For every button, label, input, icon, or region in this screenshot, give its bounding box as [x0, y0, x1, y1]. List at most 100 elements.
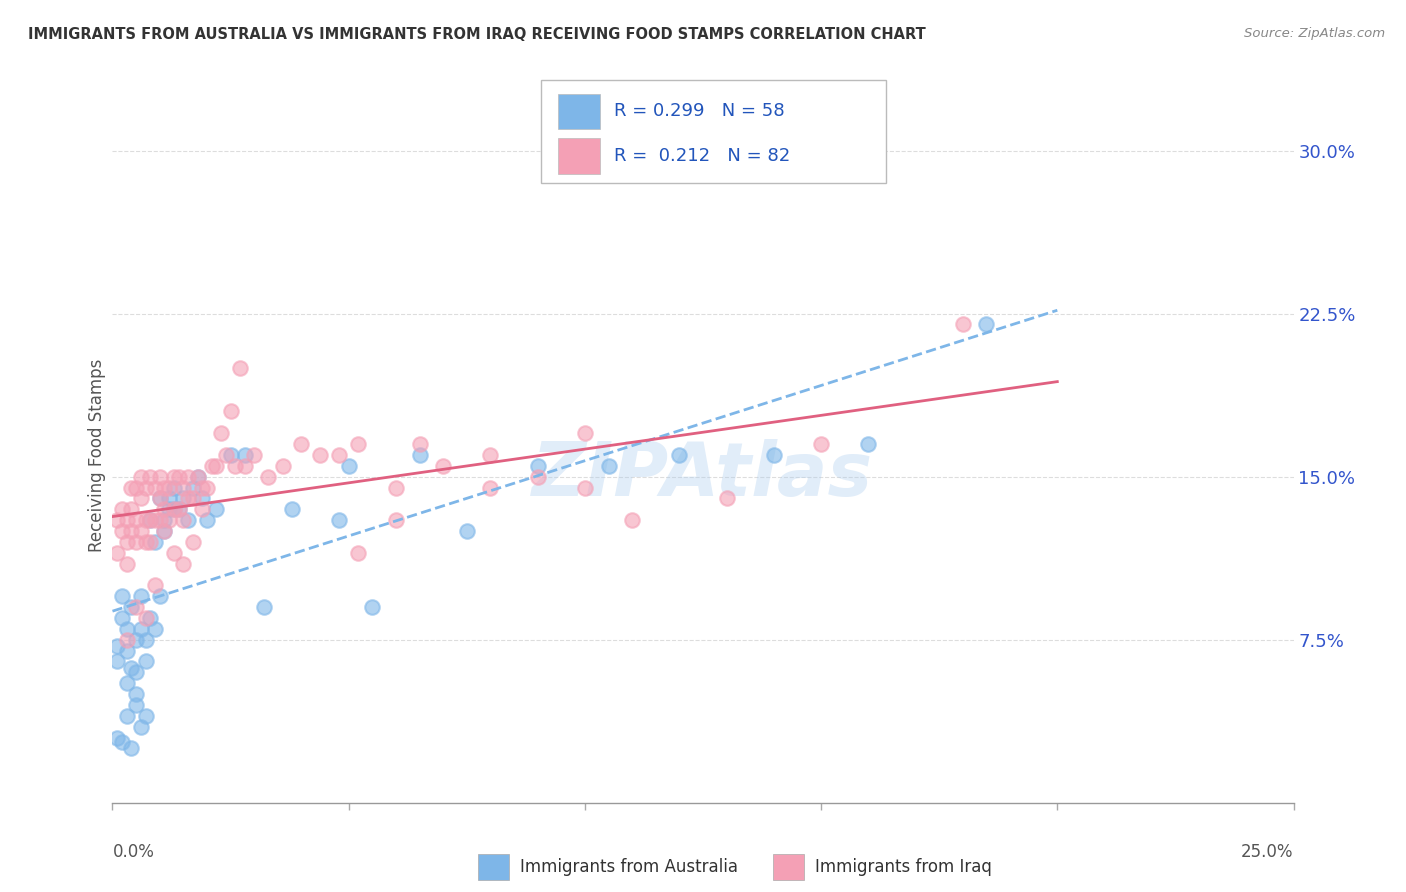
Point — [139, 611, 162, 625]
Point — [143, 513, 166, 527]
Point — [328, 448, 350, 462]
Point — [432, 458, 454, 473]
Point — [209, 426, 232, 441]
Point — [186, 469, 208, 483]
Point — [125, 665, 148, 680]
Text: R = 0.299   N = 58: R = 0.299 N = 58 — [614, 103, 785, 120]
Point — [129, 622, 152, 636]
Point — [309, 448, 332, 462]
Point — [976, 318, 998, 332]
Point — [157, 491, 180, 506]
Point — [125, 600, 148, 615]
Point — [177, 491, 200, 506]
Point — [243, 448, 266, 462]
Point — [129, 491, 152, 506]
Point — [139, 513, 162, 527]
Point — [120, 481, 142, 495]
Point — [105, 731, 128, 745]
Y-axis label: Receiving Food Stamps: Receiving Food Stamps — [87, 359, 105, 551]
Point — [810, 437, 832, 451]
Point — [157, 513, 180, 527]
Point — [205, 458, 228, 473]
Point — [149, 469, 172, 483]
Point — [153, 513, 176, 527]
Point — [149, 491, 172, 506]
Point — [195, 481, 218, 495]
Point — [139, 469, 162, 483]
Point — [135, 611, 157, 625]
Point — [135, 632, 157, 647]
Point — [479, 448, 502, 462]
Point — [163, 546, 186, 560]
Point — [205, 502, 228, 516]
Point — [172, 481, 194, 495]
Point — [129, 589, 152, 603]
Point — [191, 502, 214, 516]
Point — [143, 535, 166, 549]
Point — [153, 481, 176, 495]
Point — [224, 458, 246, 473]
Point — [115, 632, 138, 647]
Text: IMMIGRANTS FROM AUSTRALIA VS IMMIGRANTS FROM IRAQ RECEIVING FOOD STAMPS CORRELAT: IMMIGRANTS FROM AUSTRALIA VS IMMIGRANTS … — [28, 27, 927, 42]
Point — [408, 437, 430, 451]
Point — [167, 502, 190, 516]
Point — [195, 513, 218, 527]
Point — [149, 513, 172, 527]
Point — [115, 513, 138, 527]
Text: 0.0%: 0.0% — [112, 843, 155, 861]
Point — [135, 535, 157, 549]
Point — [115, 622, 138, 636]
Point — [385, 513, 408, 527]
Point — [191, 481, 214, 495]
Point — [361, 600, 384, 615]
Point — [215, 448, 238, 462]
Point — [111, 589, 134, 603]
Point — [105, 655, 128, 669]
Point — [456, 524, 478, 538]
Point — [115, 676, 138, 690]
Point — [125, 513, 148, 527]
Point — [526, 469, 548, 483]
Point — [129, 524, 152, 538]
Point — [347, 546, 370, 560]
Point — [229, 360, 252, 375]
Point — [125, 687, 148, 701]
Point — [186, 469, 208, 483]
Point — [181, 481, 204, 495]
Point — [347, 437, 370, 451]
Point — [598, 458, 620, 473]
Point — [201, 458, 224, 473]
Point — [177, 513, 200, 527]
Point — [172, 513, 194, 527]
Point — [120, 661, 142, 675]
Point — [111, 502, 134, 516]
Point — [163, 481, 186, 495]
Point — [125, 698, 148, 712]
Point — [153, 502, 176, 516]
Point — [115, 557, 138, 571]
Point — [762, 448, 785, 462]
Point — [574, 426, 596, 441]
Point — [219, 448, 242, 462]
Point — [139, 535, 162, 549]
Point — [219, 404, 242, 418]
Point — [290, 437, 312, 451]
Text: Immigrants from Australia: Immigrants from Australia — [520, 858, 738, 876]
Point — [526, 458, 548, 473]
Point — [129, 720, 152, 734]
Point — [257, 469, 280, 483]
Point — [337, 458, 360, 473]
Point — [125, 535, 148, 549]
Point — [163, 502, 186, 516]
Point — [153, 524, 176, 538]
Point — [115, 643, 138, 657]
Point — [153, 524, 176, 538]
Point — [191, 491, 214, 506]
Point — [105, 639, 128, 653]
Point — [120, 524, 142, 538]
Point — [125, 481, 148, 495]
Point — [621, 513, 644, 527]
Point — [157, 481, 180, 495]
Point — [181, 535, 204, 549]
Point — [163, 469, 186, 483]
